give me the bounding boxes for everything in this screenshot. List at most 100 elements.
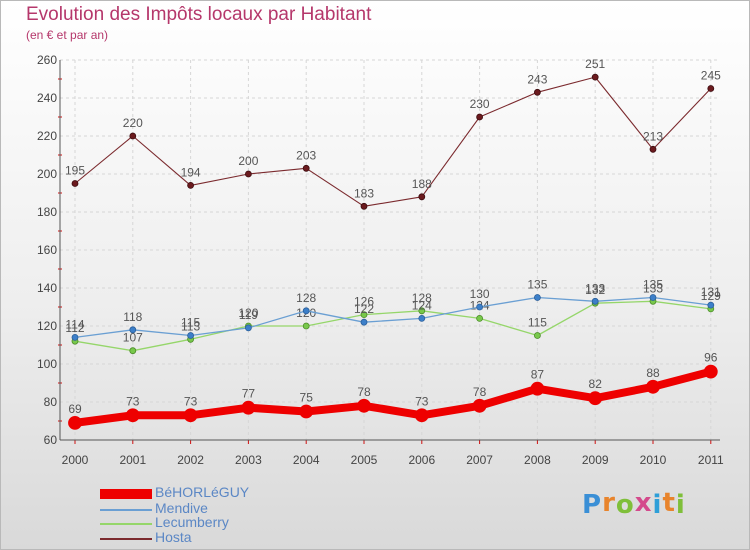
data-label: 195: [65, 164, 85, 178]
logo-letter: o: [615, 490, 635, 520]
x-tick-label: 2007: [466, 453, 493, 467]
y-tick-label: 160: [37, 243, 57, 257]
data-point: [534, 294, 541, 301]
logo-letter: i: [652, 490, 663, 520]
data-point: [703, 364, 718, 379]
data-label: 188: [412, 177, 432, 191]
data-point: [476, 303, 484, 311]
data-label: 96: [704, 351, 718, 365]
data-point: [187, 181, 195, 189]
data-label: 183: [354, 186, 374, 200]
chart-subtitle: (en € et par an): [26, 28, 109, 42]
data-point: [129, 326, 137, 334]
data-label: 120: [238, 306, 258, 320]
data-label: 115: [528, 316, 547, 330]
x-tick-label: 2008: [524, 453, 551, 467]
series-béhorléguy: 69 73 73 77 75 78 73 78 87 82 88 96: [68, 351, 718, 430]
data-label: 132: [585, 283, 605, 297]
y-tick-label: 140: [37, 281, 57, 295]
logo-letter: r: [602, 488, 616, 518]
legend-label: BéHORLéGUY: [155, 484, 250, 500]
data-point: [183, 408, 198, 423]
legend-swatch: [100, 523, 152, 525]
data-point: [244, 324, 252, 332]
data-label: 133: [585, 281, 605, 295]
data-label: 135: [527, 278, 547, 292]
data-point: [472, 398, 487, 413]
logo-letter: P: [582, 490, 603, 520]
data-label: 135: [643, 278, 663, 292]
data-point: [534, 88, 541, 96]
y-tick-label: 80: [44, 395, 58, 409]
logo-letter: x: [634, 488, 653, 518]
legend-label: Hosta: [155, 529, 192, 545]
data-point: [241, 400, 256, 415]
data-label: 107: [123, 331, 143, 345]
legend-label: Mendive: [155, 500, 208, 516]
logo-letter: t: [662, 488, 676, 518]
data-label: 88: [646, 366, 660, 380]
chart-title: Evolution des Impôts locaux par Habitant: [26, 4, 372, 25]
data-label: 124: [412, 298, 432, 312]
series-line: [74, 76, 712, 207]
data-point: [707, 301, 715, 309]
data-label: 73: [415, 394, 429, 408]
data-point: [591, 73, 599, 81]
x-tick-label: 2002: [177, 453, 204, 467]
data-point: [129, 132, 137, 140]
x-tick-label: 2004: [293, 453, 320, 467]
x-tick-label: 2009: [582, 453, 609, 467]
data-label: 78: [357, 385, 371, 399]
data-point: [244, 170, 252, 178]
series-line: [74, 367, 712, 427]
data-point: [299, 404, 314, 419]
legend-swatch: [100, 538, 152, 540]
data-point: [534, 332, 541, 339]
data-label: 78: [473, 385, 487, 399]
data-label: 200: [238, 154, 258, 168]
data-label: 133: [643, 281, 663, 295]
data-label: 130: [470, 287, 490, 301]
data-label: 115: [181, 316, 200, 330]
legend-label: Lecumberry: [155, 514, 229, 530]
data-point: [649, 145, 657, 153]
data-label: 213: [643, 129, 663, 143]
data-label: 114: [65, 317, 84, 331]
data-point: [302, 307, 310, 315]
data-point: [71, 333, 79, 341]
data-point: [530, 381, 545, 396]
data-point: [591, 297, 599, 305]
proxiti-logo: Proxiti: [582, 488, 686, 520]
legend-swatch: [100, 509, 152, 511]
y-tick-label: 240: [37, 91, 57, 105]
data-label: 203: [296, 148, 316, 162]
data-point: [476, 113, 484, 121]
x-tick-label: 2006: [408, 453, 435, 467]
data-label: 220: [123, 116, 143, 130]
data-point: [360, 318, 368, 326]
data-point: [418, 193, 426, 201]
series-line: [74, 300, 711, 352]
data-point: [414, 408, 429, 423]
data-point: [68, 415, 82, 430]
x-tick-label: 2001: [119, 453, 146, 467]
data-label: 77: [242, 387, 256, 401]
data-label: 69: [68, 402, 82, 416]
data-point: [418, 307, 426, 315]
data-point: [360, 202, 368, 210]
data-label: 112: [65, 321, 84, 335]
data-label: 82: [589, 377, 603, 391]
data-label: 119: [239, 308, 258, 322]
series-hosta: 195 220 194 200 203 183 188 230 243 251 213 245: [65, 57, 721, 210]
data-point: [418, 314, 426, 322]
y-tick-label: 260: [37, 53, 57, 67]
x-tick-label: 2005: [351, 453, 378, 467]
data-label: 122: [354, 302, 374, 316]
data-label: 75: [300, 391, 314, 405]
data-label: 73: [184, 394, 198, 408]
data-label: 128: [296, 291, 316, 305]
